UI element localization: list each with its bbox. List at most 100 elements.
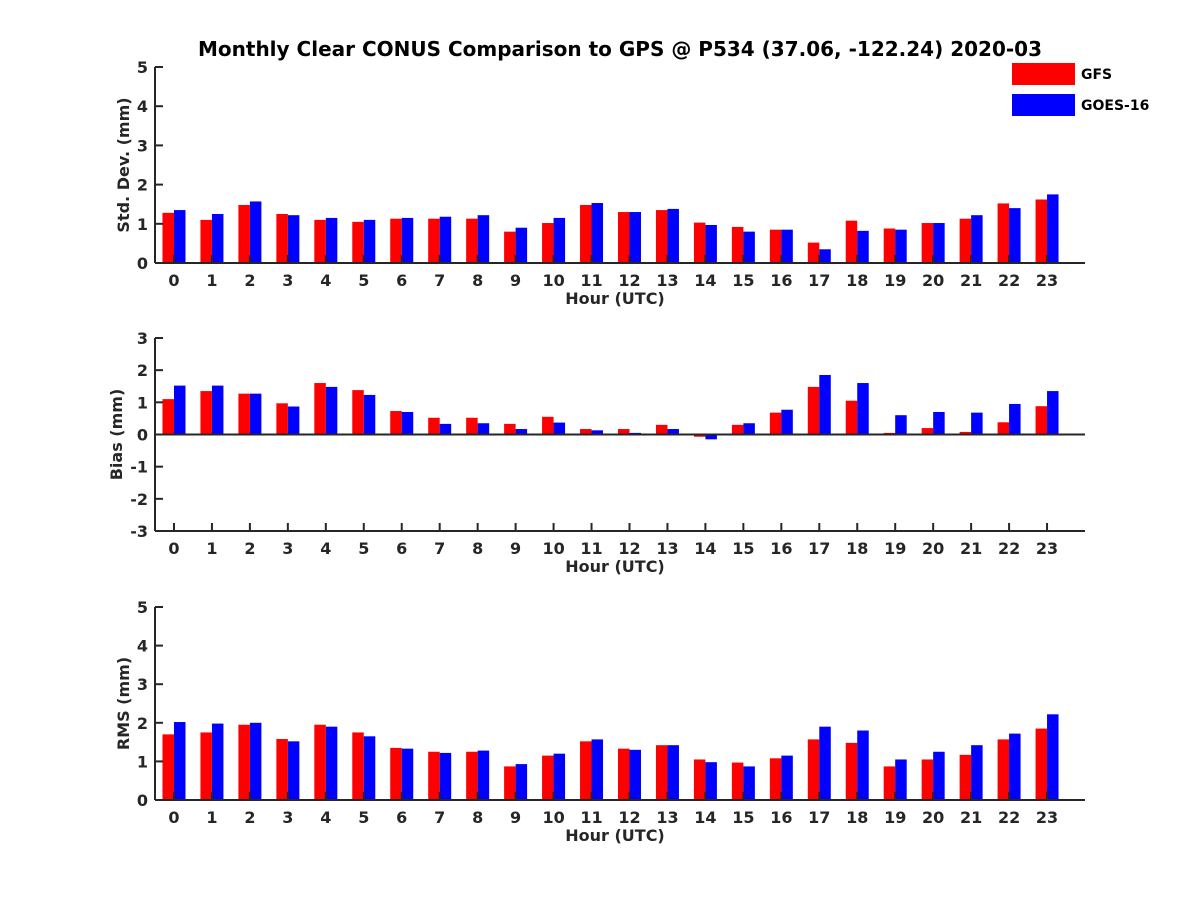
bar-gfs-hour-8 <box>466 218 478 263</box>
bar-goes-16-hour-5 <box>363 219 376 263</box>
bar-gfs-hour-16 <box>769 758 782 800</box>
bar-goes-16-hour-9 <box>515 429 528 435</box>
bar-gfs-hour-4 <box>314 724 326 800</box>
x-tick-label: 4 <box>320 539 331 558</box>
bar-goes-16-hour-0 <box>173 210 186 263</box>
bar-goes-16-hour-19 <box>895 415 907 435</box>
bar-gfs-hour-1 <box>200 732 212 800</box>
x-tick-label: 9 <box>510 808 521 827</box>
bar-gfs-hour-7 <box>428 218 440 263</box>
x-tick-label: 23 <box>1036 271 1058 290</box>
bar-goes-16-hour-7 <box>439 752 452 800</box>
bar-goes-16-hour-14 <box>705 762 717 800</box>
x-tick-label: 13 <box>656 539 678 558</box>
x-tick-label: 10 <box>542 539 564 558</box>
x-axis-label: Hour (UTC) <box>565 557 665 576</box>
y-tick-label: 1 <box>137 752 148 771</box>
bar-goes-16-hour-11 <box>591 430 604 435</box>
x-tick-label: 20 <box>922 539 944 558</box>
bar-gfs-hour-22 <box>997 203 1010 263</box>
y-tick-label: 3 <box>137 675 148 694</box>
y-tick-label: 4 <box>137 97 148 116</box>
bar-goes-16-hour-14 <box>705 224 717 263</box>
x-tick-label: 16 <box>770 808 792 827</box>
bar-gfs-hour-15 <box>731 226 744 263</box>
bar-gfs-hour-10 <box>542 755 554 800</box>
bar-gfs-hour-10 <box>542 223 554 263</box>
bar-gfs-hour-2 <box>238 204 250 263</box>
x-tick-label: 1 <box>206 808 217 827</box>
x-tick-label: 14 <box>694 808 716 827</box>
bar-goes-16-hour-23 <box>1047 391 1059 435</box>
x-tick-label: 21 <box>960 539 982 558</box>
bar-goes-16-hour-13 <box>667 745 679 800</box>
bar-gfs-hour-11 <box>580 741 592 800</box>
legend-swatch-goes-16 <box>1012 94 1075 116</box>
x-tick-label: 3 <box>282 271 293 290</box>
bar-gfs-hour-21 <box>959 754 972 800</box>
x-tick-label: 3 <box>282 808 293 827</box>
bar-gfs-hour-17 <box>807 386 820 435</box>
bar-gfs-hour-14 <box>693 434 706 437</box>
x-tick-label: 14 <box>694 271 716 290</box>
bar-gfs-hour-3 <box>276 214 288 263</box>
bar-goes-16-hour-19 <box>895 759 907 800</box>
x-tick-label: 6 <box>396 808 407 827</box>
bar-gfs-hour-18 <box>845 400 858 435</box>
x-tick-label: 0 <box>168 808 179 827</box>
x-tick-label: 12 <box>618 539 640 558</box>
bar-goes-16-hour-21 <box>971 215 983 263</box>
bar-goes-16-hour-10 <box>553 753 566 800</box>
x-tick-label: 5 <box>358 539 369 558</box>
bar-gfs-hour-17 <box>807 242 820 263</box>
x-tick-label: 22 <box>998 271 1020 290</box>
bar-goes-16-hour-5 <box>363 394 376 435</box>
x-tick-label: 11 <box>580 271 602 290</box>
bar-goes-16-hour-2 <box>249 201 262 263</box>
x-tick-label: 3 <box>282 539 293 558</box>
bar-gfs-hour-9 <box>504 231 516 263</box>
x-tick-label: 13 <box>656 271 678 290</box>
x-tick-label: 10 <box>542 271 564 290</box>
y-tick-label: -3 <box>130 522 148 541</box>
bar-gfs-hour-14 <box>693 759 706 800</box>
bar-gfs-hour-12 <box>617 212 630 263</box>
bar-goes-16-hour-22 <box>1009 733 1021 800</box>
bar-goes-16-hour-16 <box>781 229 793 263</box>
bar-gfs-hour-7 <box>428 751 440 800</box>
y-tick-label: 0 <box>137 426 148 445</box>
x-tick-label: 19 <box>884 808 906 827</box>
y-axis-label: RMS (mm) <box>114 657 133 750</box>
bar-goes-16-hour-8 <box>477 750 490 800</box>
bar-goes-16-hour-6 <box>401 217 414 263</box>
bar-gfs-hour-9 <box>504 766 516 800</box>
bar-gfs-hour-15 <box>731 424 744 435</box>
bar-gfs-hour-17 <box>807 739 820 800</box>
bar-gfs-hour-13 <box>655 424 668 435</box>
bar-goes-16-hour-9 <box>515 227 528 263</box>
y-tick-label: 3 <box>137 329 148 348</box>
bar-goes-16-hour-16 <box>781 409 793 435</box>
bar-goes-16-hour-5 <box>363 736 376 800</box>
bar-goes-16-hour-17 <box>819 726 831 800</box>
bar-gfs-hour-18 <box>845 220 858 263</box>
bar-goes-16-hour-18 <box>857 230 869 263</box>
x-tick-label: 4 <box>320 808 331 827</box>
y-tick-label: 2 <box>137 361 148 380</box>
x-tick-label: 19 <box>884 539 906 558</box>
x-tick-label: 23 <box>1036 539 1058 558</box>
bar-goes-16-hour-22 <box>1009 208 1021 263</box>
bar-goes-16-hour-18 <box>857 730 869 800</box>
bar-gfs-hour-5 <box>352 221 364 263</box>
bar-gfs-hour-3 <box>276 403 288 435</box>
x-tick-label: 6 <box>396 539 407 558</box>
y-tick-label: 1 <box>137 215 148 234</box>
x-tick-label: 5 <box>358 271 369 290</box>
x-tick-label: 9 <box>510 539 521 558</box>
y-tick-label: 0 <box>137 254 148 273</box>
x-tick-label: 22 <box>998 808 1020 827</box>
bar-gfs-hour-15 <box>731 762 744 800</box>
bar-gfs-hour-20 <box>921 223 934 263</box>
